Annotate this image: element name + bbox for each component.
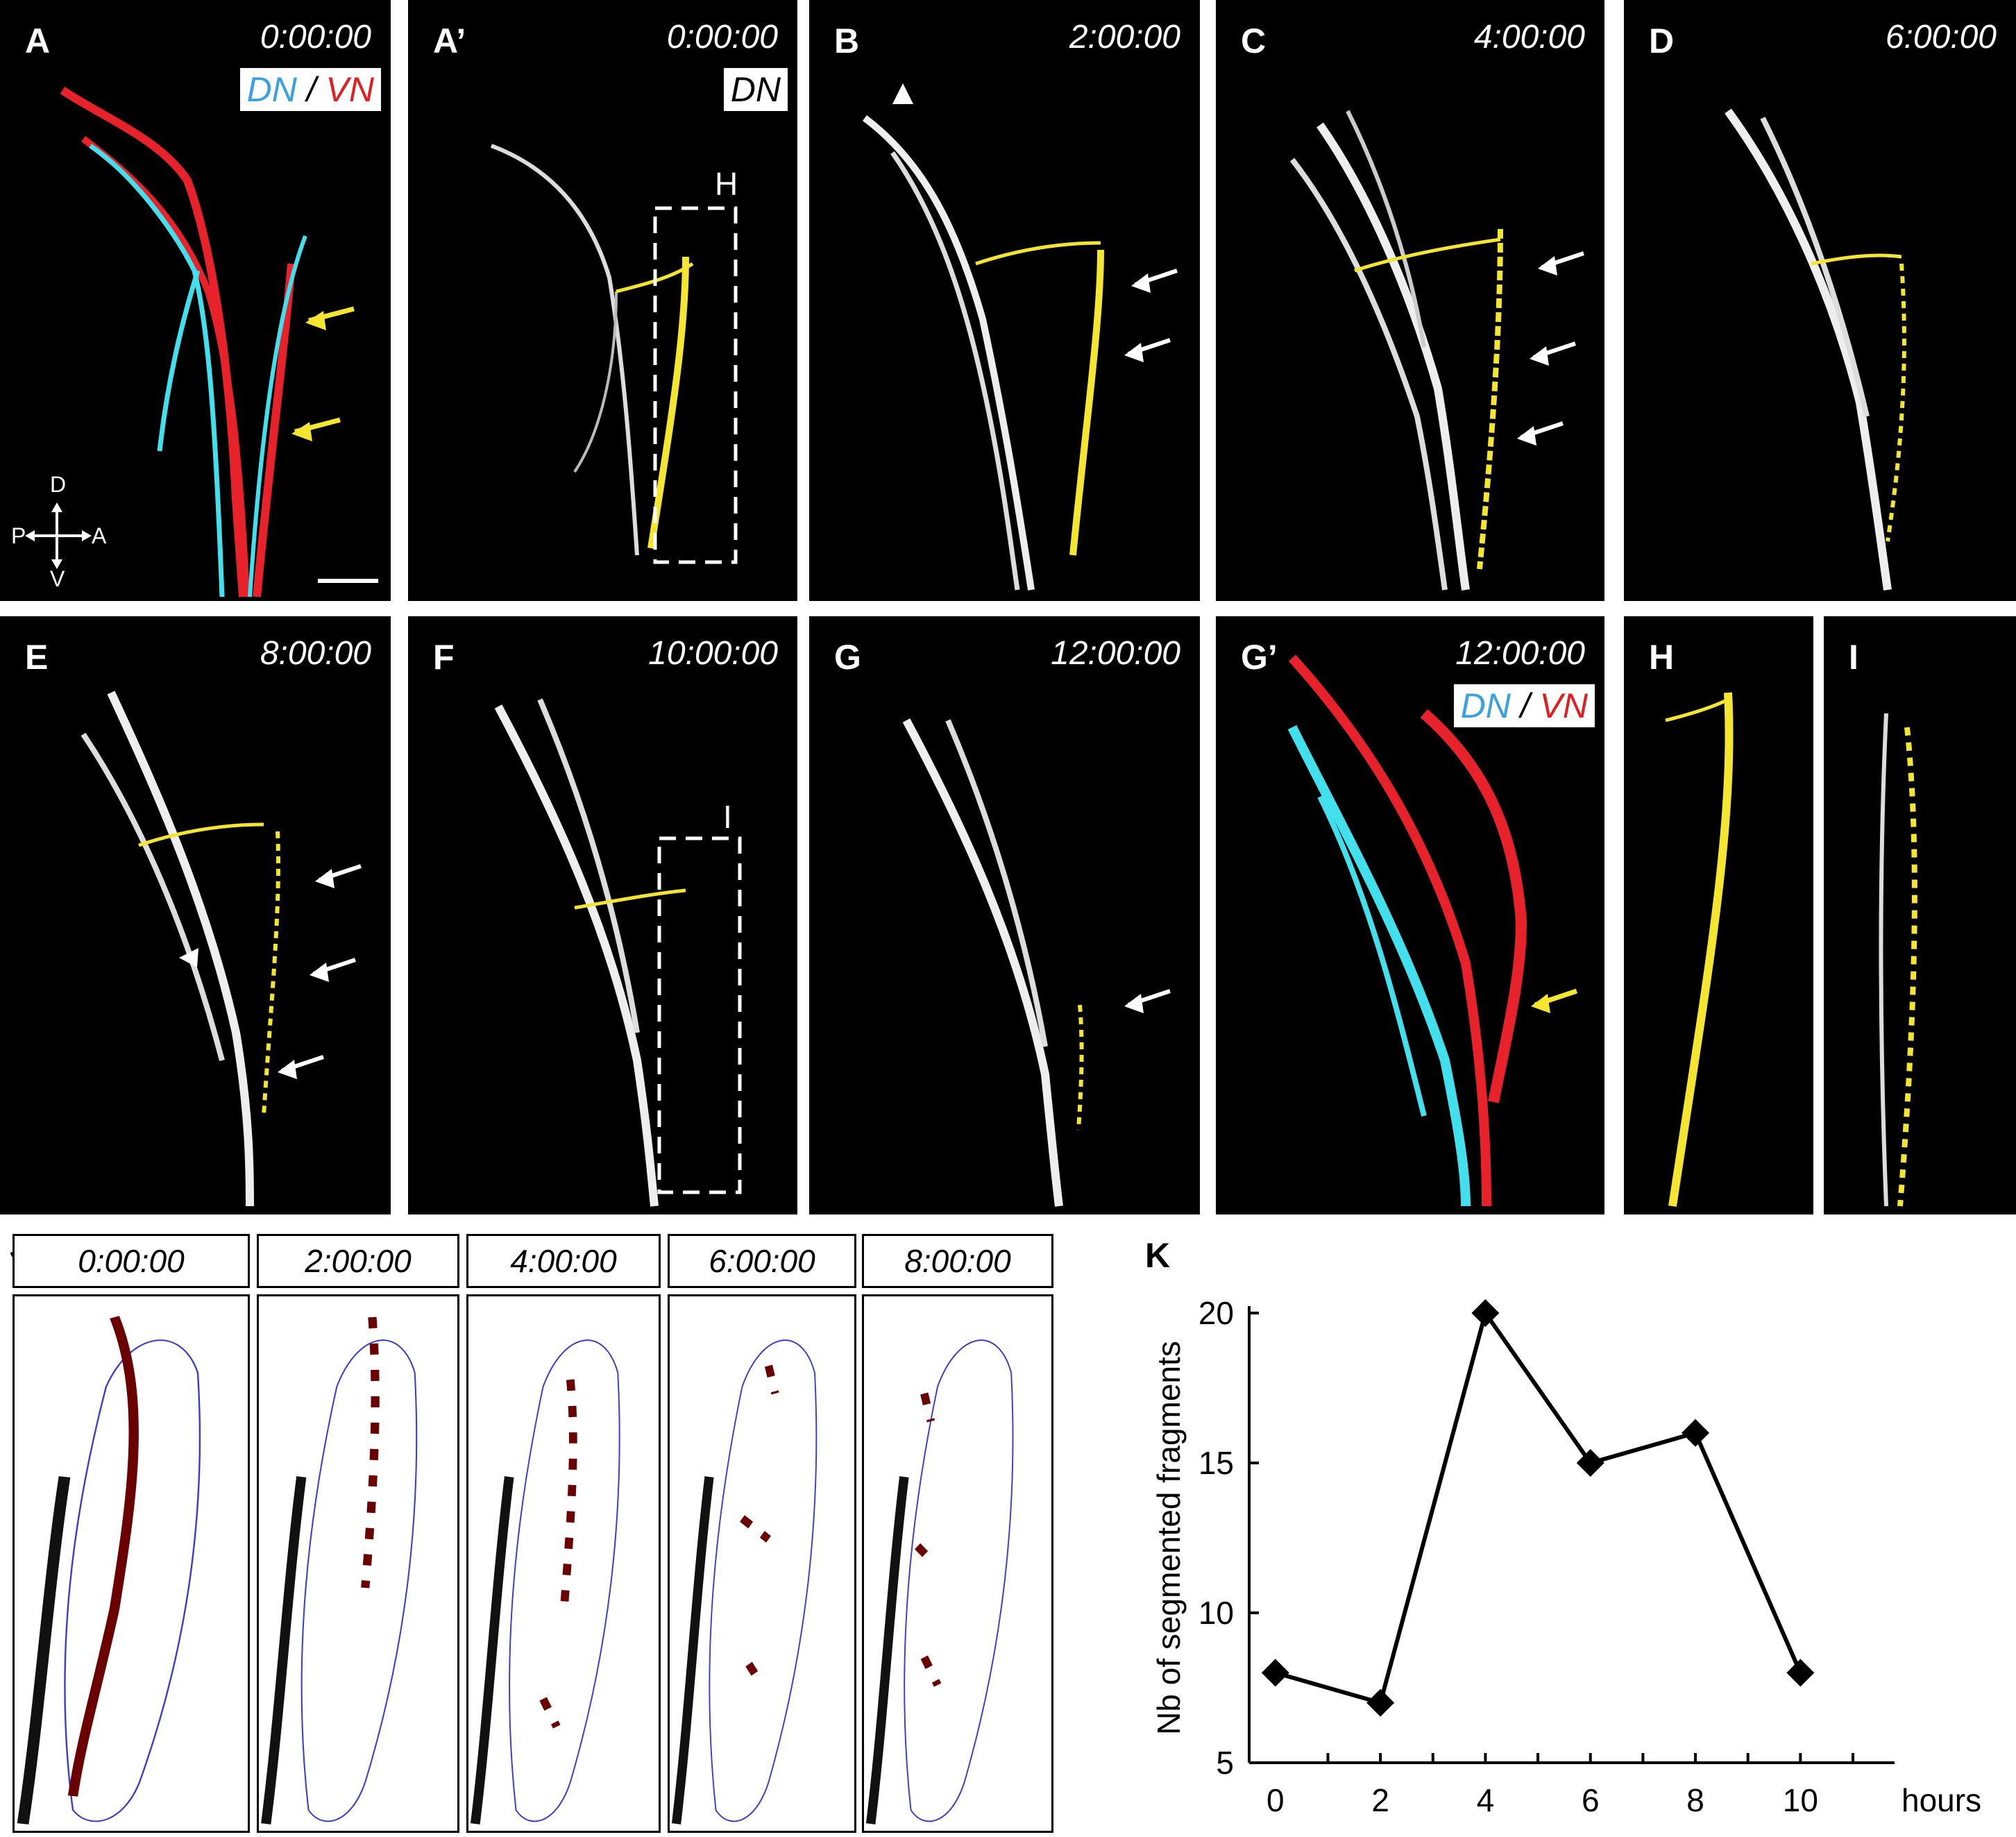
timestamp: 0:00:00: [666, 19, 778, 56]
panel-label: B: [834, 22, 860, 60]
compass-posterior: P: [11, 523, 26, 548]
neuron-image-a: [60, 87, 378, 598]
y-tick-label: 15: [1198, 1445, 1234, 1481]
channel-legend: DN: [723, 68, 788, 111]
data-point: [1576, 1449, 1604, 1477]
panel-e: E 8:00:00: [0, 616, 391, 1214]
zoom-image-i: [1879, 713, 1917, 1207]
y-tick-label: 10: [1198, 1595, 1234, 1631]
color-legend: DN / VN: [1453, 684, 1595, 727]
j-segmentation-frame: [466, 1294, 661, 1833]
compass-dorsal: D: [50, 472, 67, 497]
zoom-image-h: [1665, 692, 1734, 1207]
compass-anterior: A: [92, 523, 107, 548]
panel-label: F: [433, 638, 455, 677]
panel-a: A 0:00:00 DN / VN D V P A: [0, 0, 391, 601]
color-legend: DN / VN: [239, 68, 381, 111]
panel-label: I: [1849, 638, 1858, 677]
j-timestamp: 8:00:00: [862, 1234, 1053, 1288]
y-tick-label: 5: [1216, 1745, 1234, 1781]
neuron-image-d: [1725, 108, 1906, 591]
j-timestamp: 6:00:00: [668, 1234, 856, 1288]
fragment-count-chart: 5 10 15 20 0 2 4 6 8 10 hours Nb of segmented fragm…: [1151, 1295, 1981, 1818]
j-timestamp: 2:00:00: [257, 1234, 459, 1288]
x-tick-label: 10: [1783, 1782, 1818, 1818]
data-point: [1786, 1659, 1815, 1687]
neuron-image-g-prime: [1287, 654, 1578, 1207]
series-line: [1275, 1308, 1803, 1706]
panel-label: A’: [433, 22, 466, 60]
panel-label: G’: [1241, 638, 1278, 677]
x-tick-label: 6: [1582, 1782, 1600, 1818]
j-timestamp: 4:00:00: [466, 1234, 661, 1288]
neuron-image-f: [494, 698, 742, 1207]
x-tick-label: 8: [1686, 1782, 1704, 1818]
panel-label: A: [25, 22, 51, 60]
zoom-box-label: I: [723, 799, 732, 835]
j-timestamp: 0:00:00: [12, 1234, 250, 1288]
panel-k-label: K: [1145, 1236, 1171, 1275]
neuron-image-g: [902, 718, 1171, 1207]
panel-c: C 4:00:00: [1216, 0, 1604, 601]
x-axis-label: hours: [1901, 1782, 1981, 1818]
timestamp: 12:00:00: [1051, 635, 1180, 672]
j-segmentation-frame: [668, 1294, 856, 1833]
timestamp: 8:00:00: [260, 635, 371, 672]
compass-ventral: V: [50, 566, 65, 591]
panel-i: I: [1824, 616, 2016, 1214]
panel-label: H: [1649, 638, 1675, 677]
j-segmentation-frame: [12, 1294, 250, 1833]
neuron-image-b: [862, 83, 1178, 591]
panel-label: D: [1649, 22, 1675, 60]
timestamp: 0:00:00: [260, 19, 371, 56]
panel-f: I F 10:00:00: [408, 616, 797, 1214]
y-axis-label: Nb of segmented fragments: [1151, 1341, 1187, 1735]
panel-h: H: [1624, 616, 1813, 1214]
panel-a-prime: H A’ 0:00:00 DN: [408, 0, 797, 601]
timestamp: 4:00:00: [1473, 19, 1585, 56]
timestamp: 12:00:00: [1455, 635, 1585, 672]
panel-g: G 12:00:00: [809, 616, 1200, 1214]
neuron-image-a-prime: [490, 144, 738, 564]
panel-label: E: [25, 638, 49, 677]
neuron-image-e: [81, 691, 362, 1207]
data-point: [1261, 1659, 1289, 1687]
timestamp: 10:00:00: [648, 635, 778, 672]
j-segmentation-frame: [257, 1294, 459, 1833]
panel-label: C: [1241, 22, 1267, 60]
x-tick-label: 2: [1371, 1782, 1389, 1818]
data-point: [1366, 1688, 1395, 1717]
panel-g-prime: G’ 12:00:00 DN / VN: [1216, 616, 1604, 1214]
data-point: [1471, 1299, 1500, 1327]
j-segmentation-frame: [862, 1294, 1053, 1833]
x-tick-label: 4: [1477, 1782, 1495, 1818]
timestamp: 6:00:00: [1885, 19, 1997, 56]
panel-d: D 6:00:00: [1624, 0, 2016, 601]
y-tick-label: 20: [1198, 1295, 1234, 1331]
panel-label: G: [834, 638, 861, 677]
x-tick-label: 0: [1267, 1782, 1285, 1818]
timestamp: 2:00:00: [1069, 19, 1180, 56]
data-point: [1682, 1419, 1710, 1447]
panel-b: B 2:00:00: [809, 0, 1200, 601]
zoom-box-label: H: [715, 166, 738, 202]
orientation-compass: D V P A: [11, 472, 115, 591]
neuron-image-c: [1289, 110, 1584, 591]
